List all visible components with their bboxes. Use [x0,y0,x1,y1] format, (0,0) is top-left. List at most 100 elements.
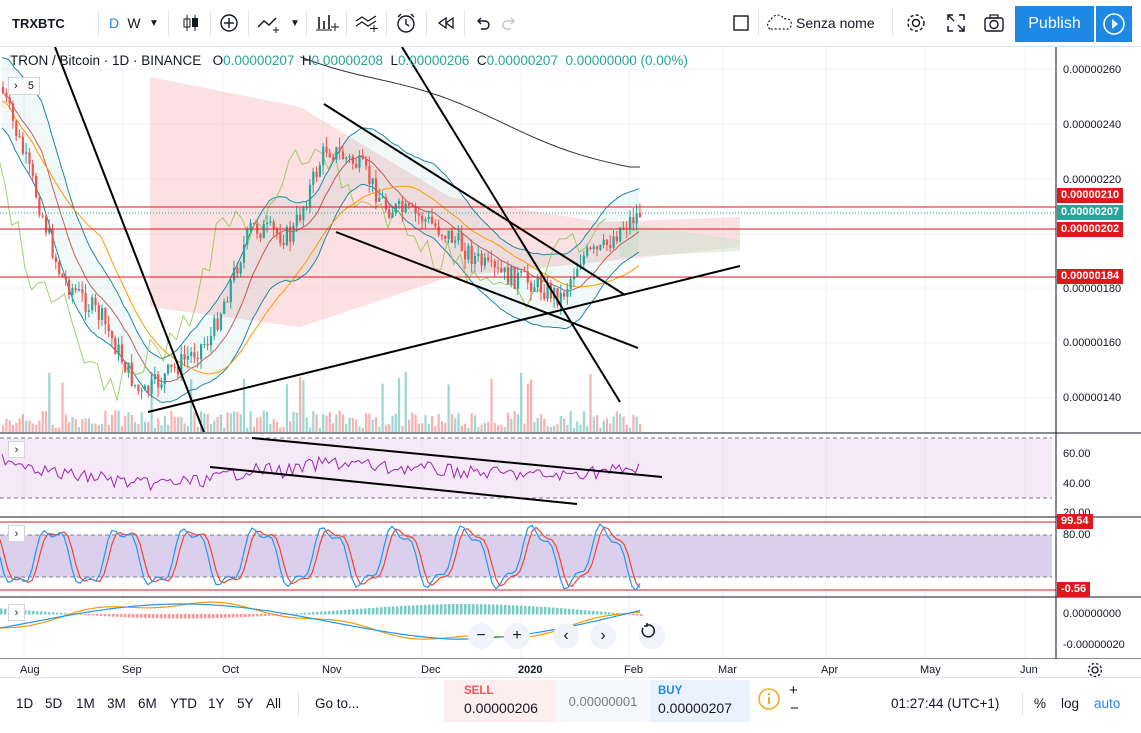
range-3m-button[interactable]: 3M [107,696,126,711]
candle-body [15,120,18,137]
replay-icon[interactable] [432,8,460,38]
trend-line[interactable] [401,47,621,403]
interval-dropdown-chevron-icon[interactable]: ▼ [149,17,159,29]
auto-scale-toggle[interactable]: auto [1094,696,1121,711]
macd-histogram-bar [4,608,7,615]
log-scale-toggle[interactable]: log [1061,696,1080,711]
percent-scale-toggle[interactable]: % [1034,696,1047,711]
candle-body [325,146,328,153]
macd-histogram-bar [524,605,527,615]
range-1d-button[interactable]: 1D [16,696,34,711]
compare-dropdown-chevron-icon[interactable]: ▼ [290,17,300,29]
chart-area[interactable]: TRON / Bitcoin · 1D · BINANCE O0.0000020… [0,47,1141,678]
compare-icon[interactable] [254,8,284,38]
candle-body [28,152,31,164]
range-1y-button[interactable]: 1Y [208,696,225,711]
trend-line[interactable] [323,103,626,296]
macd-histogram-bar [400,606,403,615]
trend-lines[interactable] [54,47,741,435]
chart-canvas[interactable] [0,47,1141,659]
trend-line[interactable] [54,47,205,435]
zoom-in-button[interactable]: + [504,623,530,649]
volume-bar [473,415,477,432]
rsi-line [1,454,640,492]
settings-gear-icon[interactable] [902,8,930,38]
volume-bar [487,421,490,432]
volume-bar [355,419,358,432]
candle-body [341,151,345,160]
macd-histogram-bar [520,605,523,615]
reset-chart-button[interactable] [639,623,665,649]
candle-body [91,297,94,311]
candle-body [31,163,34,176]
candle-body [285,226,288,245]
range-5d-button[interactable]: 5D [45,696,63,711]
volume-bar [625,424,628,432]
quantity-decrease-button[interactable]: − [790,700,799,717]
macd-histogram-bar [200,614,203,619]
candle-body [81,289,84,294]
candle-body [68,279,71,296]
publish-button[interactable]: Publish [1015,6,1094,42]
templates-icon[interactable] [352,8,382,38]
zoom-out-button[interactable]: − [468,623,494,649]
volume-bar [289,421,292,432]
trend-line[interactable] [147,265,741,413]
macd-histogram-bar [256,614,259,617]
symbol-search[interactable]: TRXBTC [12,15,65,31]
interval-weekly-button[interactable]: W [127,15,141,31]
candle-body [572,276,576,280]
symbol-title[interactable]: TRON / Bitcoin · 1D · BINANCE [10,53,202,68]
indicators-icon[interactable] [312,8,342,38]
trade-info-icon[interactable] [757,687,781,714]
layout-name-button[interactable]: Senza nome [764,8,888,38]
publish-play-button[interactable] [1096,6,1132,42]
undo-icon[interactable] [470,8,494,38]
stoch-legend-toggle-button[interactable]: › [8,525,25,542]
fullscreen-icon[interactable] [942,8,970,38]
go-to-date-button[interactable]: Go to... [315,696,360,711]
range-ytd-button[interactable]: YTD [170,696,197,711]
macd-histogram-bar [560,608,563,615]
sell-button[interactable]: SELL 0.00000206 [444,680,556,722]
quantity-increase-button[interactable]: + [789,682,798,699]
trend-line[interactable] [335,231,639,349]
candle-body [71,288,74,296]
range-1m-button[interactable]: 1M [76,696,95,711]
range-6m-button[interactable]: 6M [138,696,157,711]
candle-body [77,289,81,291]
low-label: L [390,53,399,68]
candle-body [348,156,351,158]
volume-bar [424,415,427,432]
candlestick-style-icon[interactable] [178,8,204,38]
fullscreen-toggle-checkbox-icon[interactable] [729,8,753,38]
candle-body [523,271,526,273]
candle-body [279,233,282,243]
macd-histogram-bar [184,614,187,619]
alert-clock-icon[interactable] [392,8,420,38]
rsi-legend-toggle-button[interactable]: › [8,441,25,458]
indicators-toggle-button[interactable]: › 5 [8,77,40,95]
macd-histogram-bar [516,605,519,615]
range-5y-button[interactable]: 5Y [237,696,254,711]
scroll-right-button[interactable]: › [590,623,616,649]
range-all-button[interactable]: All [266,696,282,711]
macd-legend-toggle-button[interactable]: › [8,604,25,621]
interval-daily-button[interactable]: D [108,15,120,31]
snapshot-camera-icon[interactable] [980,8,1008,38]
add-indicator-icon[interactable] [216,8,242,38]
scroll-left-button[interactable]: ‹ [553,623,579,649]
rsi-trend-line[interactable] [209,466,578,505]
volume-bar [266,411,269,432]
redo-icon[interactable] [498,8,522,38]
buy-button[interactable]: BUY 0.00000207 [650,680,750,722]
volume-bar [566,424,569,432]
rsi-trend-line[interactable] [251,437,663,478]
volume-bar [470,413,473,432]
toolbar-divider [306,10,307,36]
clock-timezone[interactable]: 01:27:44 (UTC+1) [891,696,1000,711]
candle-body [219,313,222,330]
ichimoku-cloud-bearish [150,77,740,327]
time-tick: May [920,664,941,676]
macd-histogram-bar [476,604,479,615]
